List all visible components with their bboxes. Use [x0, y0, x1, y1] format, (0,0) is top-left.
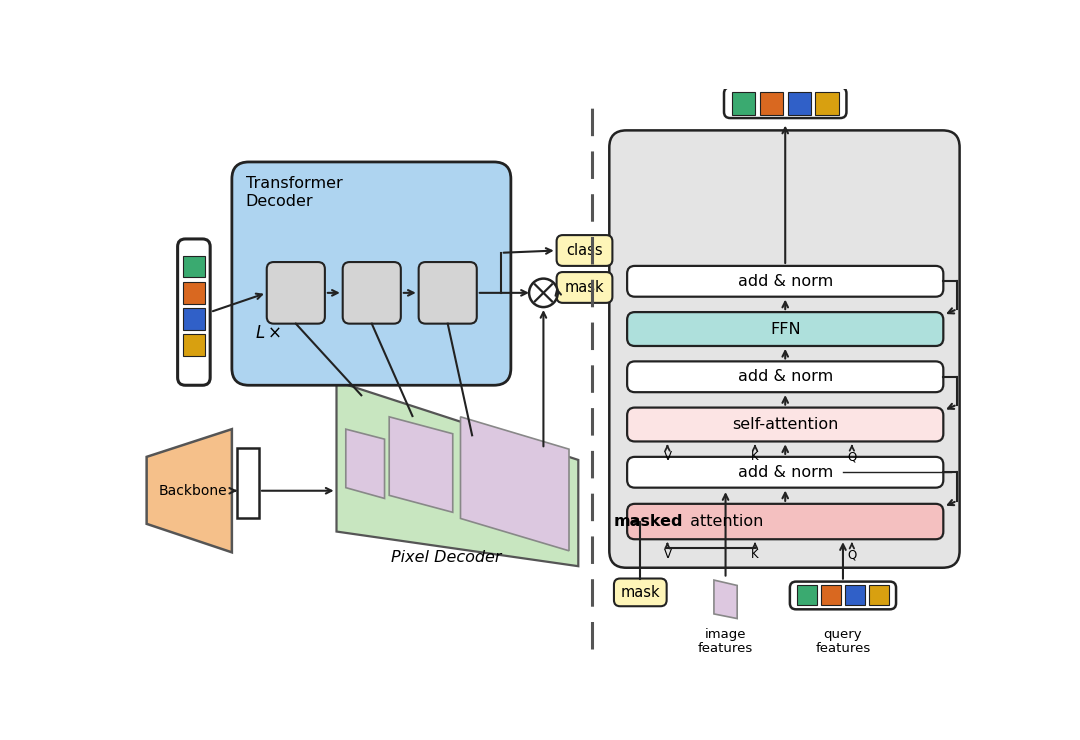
Bar [787, 92, 811, 115]
Text: FFN: FFN [770, 322, 800, 337]
FancyBboxPatch shape [267, 262, 325, 323]
FancyBboxPatch shape [627, 504, 943, 539]
Bar [815, 92, 839, 115]
Text: K: K [752, 451, 759, 463]
FancyBboxPatch shape [556, 235, 612, 266]
Polygon shape [714, 580, 738, 619]
Polygon shape [346, 429, 384, 499]
Circle shape [529, 278, 557, 307]
Text: features: features [815, 642, 870, 655]
Bar [821, 585, 841, 605]
Bar [845, 585, 865, 605]
Text: image: image [705, 628, 746, 641]
Bar [732, 92, 755, 115]
FancyBboxPatch shape [627, 266, 943, 297]
Bar [183, 282, 205, 303]
FancyBboxPatch shape [342, 262, 401, 323]
Text: K: K [752, 548, 759, 561]
FancyBboxPatch shape [724, 87, 847, 118]
FancyBboxPatch shape [789, 582, 896, 609]
Text: Q: Q [847, 548, 856, 561]
Text: mask: mask [565, 280, 605, 295]
Polygon shape [147, 429, 232, 552]
Text: Transformer
Decoder: Transformer Decoder [246, 176, 342, 209]
Text: Pixel Decoder: Pixel Decoder [391, 551, 501, 565]
FancyBboxPatch shape [627, 457, 943, 488]
FancyBboxPatch shape [177, 239, 211, 386]
Polygon shape [389, 417, 453, 512]
FancyBboxPatch shape [419, 262, 476, 323]
Text: V: V [663, 548, 672, 561]
Text: add & norm: add & norm [738, 465, 833, 480]
FancyBboxPatch shape [609, 130, 960, 568]
Text: Q: Q [847, 451, 856, 463]
Text: $L\times$: $L\times$ [255, 323, 281, 342]
Text: attention: attention [685, 514, 764, 529]
FancyBboxPatch shape [232, 162, 511, 386]
Polygon shape [337, 381, 578, 566]
FancyBboxPatch shape [627, 312, 943, 346]
Bar [183, 256, 205, 278]
Text: add & norm: add & norm [738, 274, 833, 289]
FancyBboxPatch shape [627, 361, 943, 392]
Bar [183, 334, 205, 356]
Text: self-attention: self-attention [732, 417, 838, 432]
Bar [238, 448, 259, 519]
Text: mask: mask [621, 585, 660, 600]
Text: features: features [698, 642, 753, 655]
Bar [183, 309, 205, 330]
Text: masked: masked [613, 514, 683, 529]
Text: query: query [824, 628, 862, 641]
FancyBboxPatch shape [627, 408, 943, 442]
FancyBboxPatch shape [613, 579, 666, 606]
Text: V: V [663, 451, 672, 463]
Text: add & norm: add & norm [738, 369, 833, 384]
Bar [797, 585, 816, 605]
Text: Backbone: Backbone [159, 484, 227, 498]
Bar [759, 92, 783, 115]
Text: class: class [566, 243, 603, 258]
FancyBboxPatch shape [556, 272, 612, 303]
Bar [869, 585, 889, 605]
Polygon shape [460, 417, 569, 551]
